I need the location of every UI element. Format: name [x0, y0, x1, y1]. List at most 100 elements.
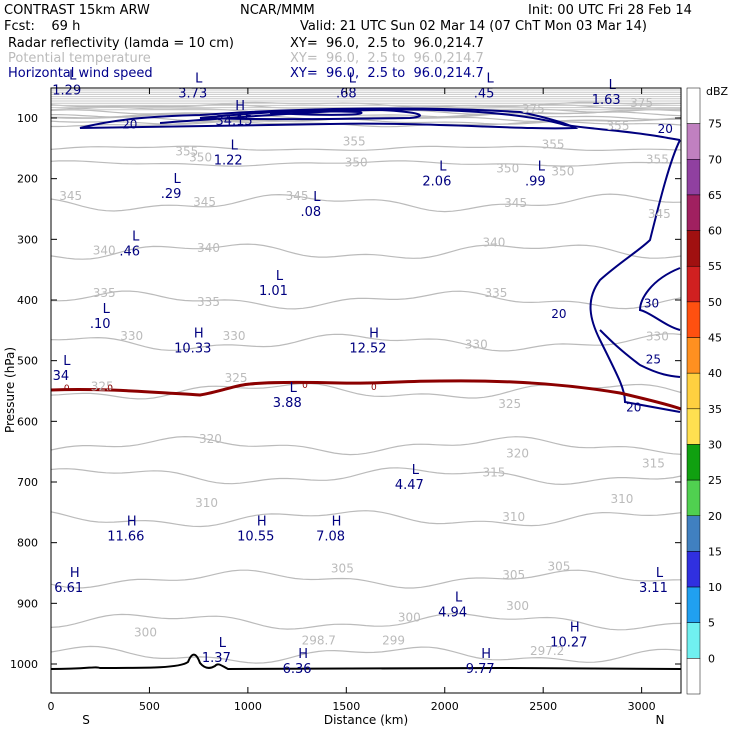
extremum-value-label: 3.73 — [178, 87, 207, 102]
theta-contour-label: 330 — [465, 338, 488, 352]
extremum-type-label: H — [235, 99, 245, 114]
wind-contour-34 — [269, 110, 363, 116]
theta-contour-line — [50, 435, 682, 456]
extremum-value-label: 2.06 — [422, 175, 451, 190]
valid-time: Valid: 21 UTC Sun 02 Mar 14 (07 ChT Mon … — [300, 19, 647, 34]
x-tick-label: 3000 — [628, 700, 656, 713]
org-label: NCAR/MMM — [240, 3, 315, 18]
extremum-value-label: .45 — [474, 87, 495, 102]
theta-contour-label: 325 — [91, 379, 114, 393]
colorbar-swatch — [686, 265, 701, 303]
theta-contour-label: 355 — [646, 153, 669, 167]
theta-contour-label: 310 — [610, 492, 633, 506]
colorbar-swatch — [686, 372, 701, 410]
theta-contour-label: 350 — [496, 162, 519, 176]
extremum-type-label: L — [290, 381, 298, 396]
wind-contour-25 — [79, 107, 579, 130]
theta-contour-label: 350 — [189, 151, 212, 165]
theta-contour-label: 297.2 — [530, 644, 564, 658]
theta-contour-line — [50, 145, 682, 151]
theta-contour-label: 330 — [223, 329, 246, 343]
wind-contour-20-jet — [159, 108, 681, 141]
theta-contour-label: 315 — [483, 466, 506, 480]
colorbar-swatch — [686, 230, 701, 267]
extremum-value-label: 12.52 — [349, 342, 386, 357]
theta-contour-label: 300 — [134, 626, 157, 640]
colorbar-swatch — [686, 301, 701, 338]
theta-contour-label: 298.7 — [302, 634, 336, 648]
colorbar-swatch — [686, 87, 701, 124]
x-end-label-north: N — [656, 713, 665, 727]
extremum-value-label: 4.94 — [438, 605, 467, 620]
extremum-type-label: H — [298, 647, 308, 662]
theta-contour-label: 355 — [607, 119, 630, 133]
extremum-type-label: H — [70, 566, 80, 581]
extremum-value-label: 1.37 — [202, 651, 231, 666]
y-tick-label: 500 — [17, 355, 38, 368]
y-tick-label: 200 — [17, 173, 38, 186]
colorbar-swatch — [686, 479, 701, 517]
theta-contour-label: 340 — [483, 236, 506, 250]
theta-contour-label: 345 — [504, 196, 527, 210]
theta-contour-label: 335 — [484, 286, 507, 300]
colorbar-level-label: 35 — [708, 403, 722, 416]
extremum-type-label: L — [63, 354, 71, 369]
colorbar-level-label: 60 — [708, 225, 722, 238]
field-2-name: Potential temperature — [8, 51, 151, 66]
theta-contour-label: 350 — [551, 165, 574, 179]
y-tick-label: 600 — [17, 415, 38, 428]
extremum-value-label: 1.63 — [592, 93, 621, 108]
wind-contour-label: 0 — [64, 384, 70, 394]
theta-contour-lines — [50, 89, 682, 664]
x-tick-label: 2000 — [431, 700, 459, 713]
extremum-type-label: L — [276, 269, 284, 284]
extremum-value-label: 1.01 — [259, 284, 288, 299]
theta-contour-line — [50, 612, 682, 631]
theta-contour-label: 325 — [498, 397, 521, 411]
extremum-value-label: .29 — [161, 187, 182, 202]
extremum-type-label: L — [349, 72, 357, 87]
extremum-value-label: 1.22 — [214, 153, 243, 168]
theta-contour-label: 345 — [286, 189, 309, 203]
colorbar-swatch — [686, 444, 701, 481]
extremum-type-label: H — [257, 515, 267, 530]
colorbar-swatch — [686, 586, 701, 623]
model-title: CONTRAST 15km ARW — [4, 3, 150, 18]
wind-contour-label: 20 — [626, 401, 641, 415]
extremum-type-label: H — [369, 327, 379, 342]
wind-contour-label: 20 — [122, 117, 137, 131]
theta-contour-line — [50, 118, 682, 125]
wind-contour-label: 20 — [551, 307, 566, 321]
wind-contour-label: 0 — [371, 383, 377, 393]
theta-contour-label: 320 — [506, 447, 529, 461]
y-tick-label: 400 — [17, 294, 38, 307]
wind-contour-20-north — [589, 139, 681, 413]
theta-contour-line — [50, 467, 682, 486]
colorbar-swatch — [686, 194, 701, 231]
colorbar-level-label: 50 — [708, 296, 722, 309]
extremum-value-label: .10 — [90, 317, 111, 332]
extremum-value-label: 7.08 — [316, 530, 345, 545]
extremum-type-label: L — [195, 72, 203, 87]
zero-isotherm-line — [50, 379, 682, 411]
theta-contour-label: 310 — [502, 510, 525, 524]
wind-contour-lines — [79, 107, 681, 413]
extremum-type-label: L — [609, 78, 617, 93]
y-tick-label: 300 — [17, 233, 38, 246]
extremum-value-label: 34 — [53, 369, 70, 384]
theta-contour-label: 325 — [225, 371, 248, 385]
init-time: Init: 00 UTC Fri 28 Feb 14 — [528, 3, 692, 18]
terrain-line — [50, 379, 682, 671]
extremum-type-label: L — [103, 302, 111, 317]
x-tick-label: 2500 — [529, 700, 557, 713]
colorbar-level-label: 20 — [708, 510, 722, 523]
extremum-value-label: .08 — [301, 205, 322, 220]
colorbar-swatch — [686, 159, 701, 196]
extremum-value-label: 9.77 — [466, 662, 495, 677]
theta-contour-line — [51, 111, 682, 118]
colorbar-level-label: 75 — [708, 118, 722, 131]
extremum-value-label: 3.11 — [639, 581, 668, 596]
colorbar-swatch — [686, 337, 701, 374]
extremum-type-label: L — [538, 160, 546, 175]
theta-contour-line — [50, 193, 682, 213]
